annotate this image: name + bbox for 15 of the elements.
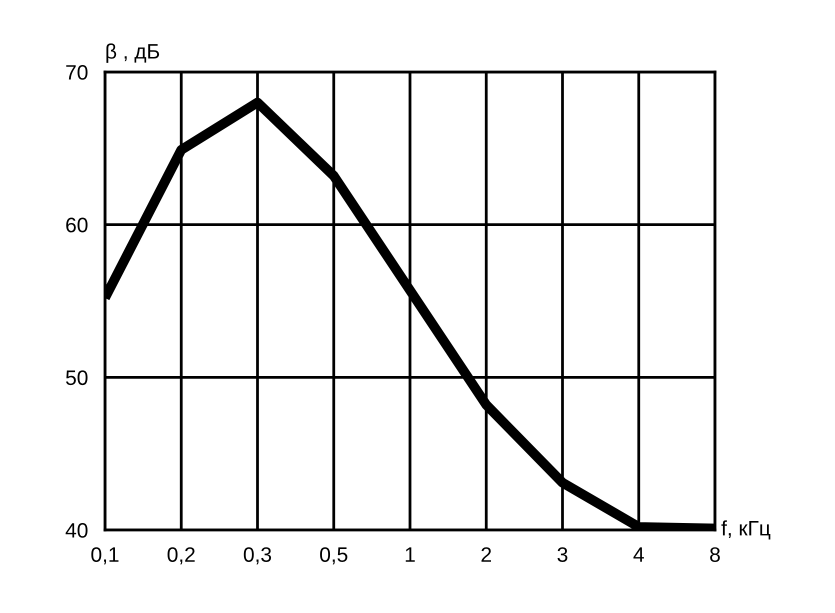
y-tick-label: 60 [66, 218, 88, 232]
x-tick-label: 0,3 [244, 547, 272, 564]
y-tick-label: 70 [66, 65, 88, 80]
x-axis-title: f, кГц [721, 520, 770, 540]
x-tick-label: 3 [558, 547, 568, 562]
x-tick-label: 8 [710, 547, 720, 562]
x-tick-label: 2 [482, 547, 491, 562]
x-tick-label: 0,2 [168, 547, 195, 564]
x-tick-label: 1 [406, 547, 415, 562]
x-tick-label: 0,5 [320, 547, 348, 564]
y-tick-label: 40 [66, 523, 88, 538]
x-tick-label: 0,1 [91, 547, 118, 564]
y-axis-title: β , дБ [106, 43, 160, 63]
x-tick-label: 4 [633, 547, 644, 562]
y-tick-label: 50 [66, 370, 88, 386]
